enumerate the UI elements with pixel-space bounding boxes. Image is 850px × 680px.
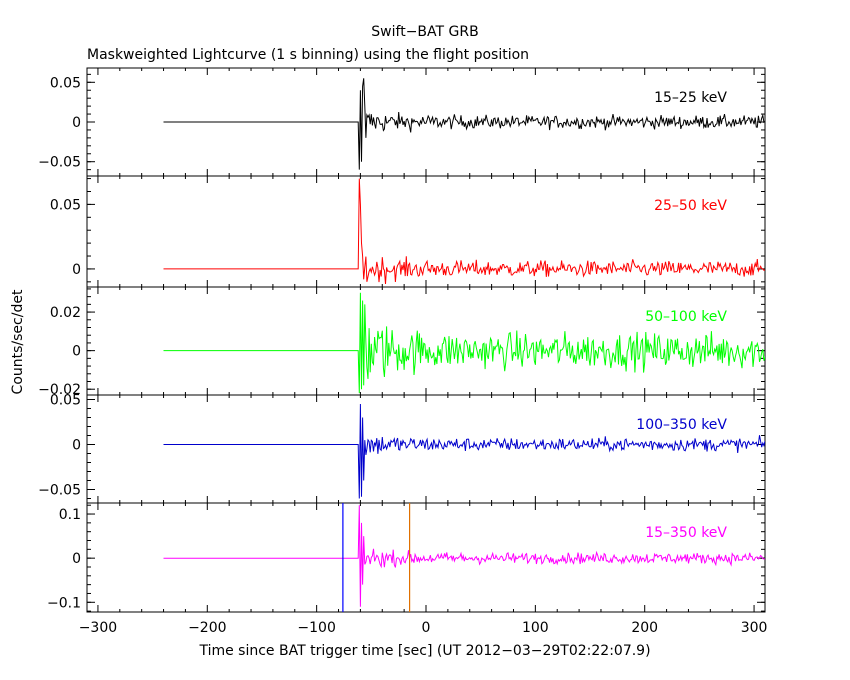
y-tick-label: 0.05 — [50, 197, 81, 213]
panel-frame — [86, 394, 766, 504]
panel-1: 0.05 0 −0.05 15–25 keV — [38, 67, 766, 177]
series-line — [163, 403, 765, 499]
panel-frame — [86, 175, 766, 288]
x-tick-label: 200 — [631, 620, 658, 636]
x-tick-label: −300 — [79, 620, 117, 636]
y-tick-label: 0 — [72, 262, 81, 278]
panel-3: 0.02 0 −0.02 50–100 keV — [38, 286, 766, 398]
panel-5: 0.1 0 −0.1 15–350 keV — [47, 502, 766, 613]
y-axis-label: Counts/sec/det — [10, 289, 26, 394]
y-tick-label: −0.05 — [38, 483, 81, 499]
series-line — [163, 178, 765, 285]
band-label: 15–350 keV — [645, 525, 727, 541]
band-label: 25–50 keV — [654, 198, 727, 214]
series-line — [163, 505, 765, 607]
band-label: 100–350 keV — [636, 417, 727, 433]
panel-frame — [86, 286, 766, 396]
figure-title: Swift−BAT GRB — [371, 24, 478, 40]
figure-subtitle: Maskweighted Lightcurve (1 s binning) us… — [87, 47, 529, 63]
y-tick-label: 0 — [72, 438, 81, 454]
y-tick-label: 0 — [72, 344, 81, 360]
y-tick-label: 0.05 — [50, 393, 81, 409]
band-label: 50–100 keV — [645, 309, 727, 325]
x-tick-label: −200 — [188, 620, 226, 636]
band-label: 15–25 keV — [654, 90, 727, 106]
panel-4: 0.05 0 −0.05 100–350 keV — [38, 393, 766, 504]
series-line — [163, 292, 765, 394]
panel-2: 0.05 0 25–50 keV — [50, 175, 766, 288]
x-tick-label: 300 — [741, 620, 768, 636]
y-tick-label: −0.02 — [38, 382, 81, 398]
x-tick-label: −100 — [297, 620, 335, 636]
x-tick-label: 100 — [522, 620, 549, 636]
y-tick-label: 0.02 — [50, 305, 81, 321]
panel-stack: 0.05 0 −0.05 15–25 keV 0.05 0 25–50 keV 0.02 0 −0… — [38, 67, 768, 636]
x-tick-label: 0 — [422, 620, 431, 636]
y-tick-label: 0.1 — [59, 507, 81, 523]
y-tick-label: −0.05 — [38, 155, 81, 171]
series-line — [163, 78, 765, 170]
y-tick-label: 0.05 — [50, 75, 81, 91]
y-tick-label: 0 — [72, 115, 81, 131]
y-tick-label: −0.1 — [47, 595, 81, 611]
x-axis-label: Time since BAT trigger time [sec] (UT 20… — [198, 643, 650, 659]
y-tick-label: 0 — [72, 551, 81, 567]
